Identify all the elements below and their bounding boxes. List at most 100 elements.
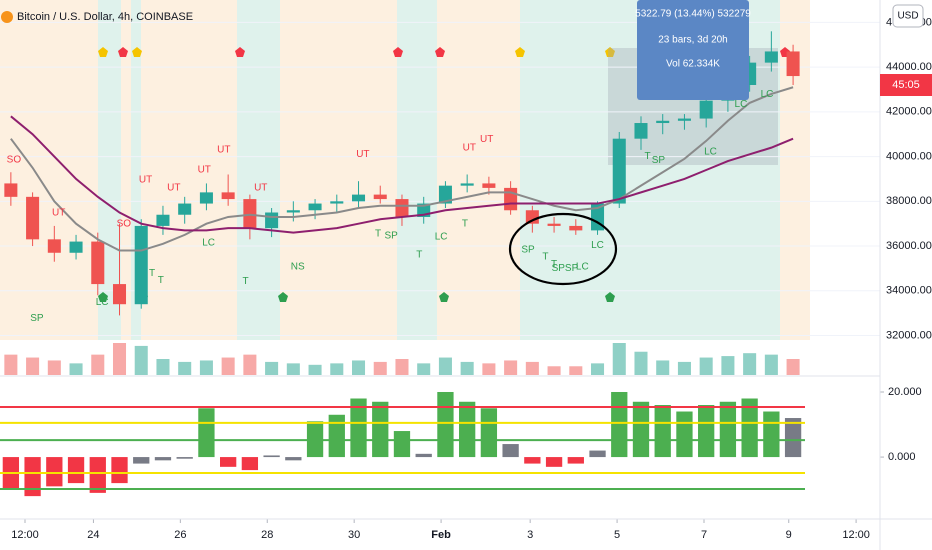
candle-body xyxy=(699,100,713,119)
volume-bar xyxy=(47,360,61,375)
oscillator-bar xyxy=(524,457,541,464)
signal-label: SP xyxy=(521,245,535,256)
volume-bar xyxy=(373,361,387,375)
volume-bar xyxy=(438,357,452,375)
signal-label: T xyxy=(542,252,548,263)
countdown: 45:05 xyxy=(892,79,920,91)
oscillator-bar xyxy=(154,457,172,461)
oscillator-bar xyxy=(46,457,63,487)
oscillator-bar xyxy=(480,408,498,458)
oscillator-bar xyxy=(567,457,584,464)
volume-bar xyxy=(395,359,409,375)
volume-bar xyxy=(417,363,431,375)
currency-button[interactable] xyxy=(892,4,924,28)
oscillator-bar xyxy=(263,455,280,458)
candle-body xyxy=(395,199,409,217)
signal-label: LC xyxy=(96,297,109,308)
signal-label: LC xyxy=(202,238,215,249)
oscillator-bar xyxy=(545,457,563,467)
volume-bar xyxy=(547,366,561,375)
oscillator-bar xyxy=(241,457,259,471)
signal-label: T xyxy=(416,250,422,261)
session-band xyxy=(397,0,437,340)
volume-bar xyxy=(525,361,539,375)
candle-body xyxy=(47,239,61,253)
signal-label: UT xyxy=(52,208,65,219)
candle-body xyxy=(330,201,344,204)
oscillator-bar xyxy=(24,457,41,497)
signal-label: UT xyxy=(480,134,493,145)
session-band xyxy=(131,0,141,340)
candle-body xyxy=(26,196,40,240)
signal-label: LC xyxy=(576,262,589,273)
volume-bar xyxy=(786,359,800,375)
signal-label: UT xyxy=(463,142,476,153)
symbol-title: Bitcoin / U.S. Dollar, 4h, COINBASE xyxy=(17,11,193,23)
volume-bar xyxy=(69,363,83,375)
volume-bar xyxy=(308,364,322,375)
currency-label[interactable]: USD xyxy=(897,11,918,22)
candle-body xyxy=(156,214,170,226)
signal-marker xyxy=(98,47,108,57)
oscillator-bar xyxy=(698,405,715,458)
moving-average xyxy=(10,86,794,252)
oscillator-bar xyxy=(89,457,106,493)
countdown-box xyxy=(880,74,932,96)
x-tick-label: 28 xyxy=(261,529,273,541)
x-tick-label: 12:00 xyxy=(842,529,870,541)
oscillator-bar xyxy=(198,408,215,458)
oscillator-bar xyxy=(502,444,519,458)
x-tick-label: 9 xyxy=(786,529,792,541)
measure-tooltip xyxy=(637,0,749,100)
signal-label: T xyxy=(551,259,557,270)
signal-marker xyxy=(132,47,142,57)
oscillator-bar xyxy=(763,411,780,458)
volume-bar xyxy=(243,354,257,375)
signal-label: UT xyxy=(139,174,152,185)
volume-bar xyxy=(265,361,279,375)
candle-body xyxy=(504,187,518,211)
signal-label: LC xyxy=(591,240,604,251)
signal-label: SO xyxy=(117,219,132,230)
x-tick-label: 30 xyxy=(348,529,360,541)
candle-body xyxy=(569,225,583,231)
volume-bar xyxy=(112,343,127,375)
session-band xyxy=(0,0,98,340)
signal-label: UT xyxy=(198,165,211,176)
candle-body xyxy=(764,51,778,63)
oscillator-bar xyxy=(133,457,150,464)
signal-label: SP xyxy=(30,313,44,324)
volume-bar xyxy=(656,360,670,375)
oscillator-bar xyxy=(111,457,128,484)
volume-bar xyxy=(4,354,18,375)
oscillator-bar xyxy=(176,457,193,459)
oscillator-bar xyxy=(328,414,345,458)
candle-body xyxy=(199,192,213,204)
x-tick-label: Feb xyxy=(431,529,451,541)
candle-body xyxy=(786,51,800,77)
volume-bar xyxy=(677,361,691,375)
oscillator-bar xyxy=(285,457,302,461)
oscillator-bar xyxy=(654,405,671,458)
y-tick-label: 32000.00 xyxy=(886,329,932,341)
oscillator-bar xyxy=(611,391,628,458)
candle-body xyxy=(134,225,148,305)
signal-label: SPSP xyxy=(552,263,579,274)
signal-label: LC xyxy=(704,146,717,157)
session-band xyxy=(141,0,237,340)
volume-bar xyxy=(721,356,735,375)
x-tick-label: 24 xyxy=(87,529,99,541)
volume-bar xyxy=(26,357,40,375)
tooltip-line: 23 bars, 3d 20h xyxy=(658,35,728,46)
y-tick-label: 0.000 xyxy=(888,451,916,463)
signal-label: T xyxy=(462,219,468,230)
oscillator-bar xyxy=(437,391,454,458)
signal-label: NS xyxy=(291,262,305,273)
volume-bar xyxy=(460,361,474,375)
candle-body xyxy=(178,203,192,215)
oscillator-bar xyxy=(220,457,237,467)
signal-label: SP xyxy=(652,155,666,166)
signal-label: SO xyxy=(7,154,22,165)
y-tick-label: 36000.00 xyxy=(886,240,932,252)
